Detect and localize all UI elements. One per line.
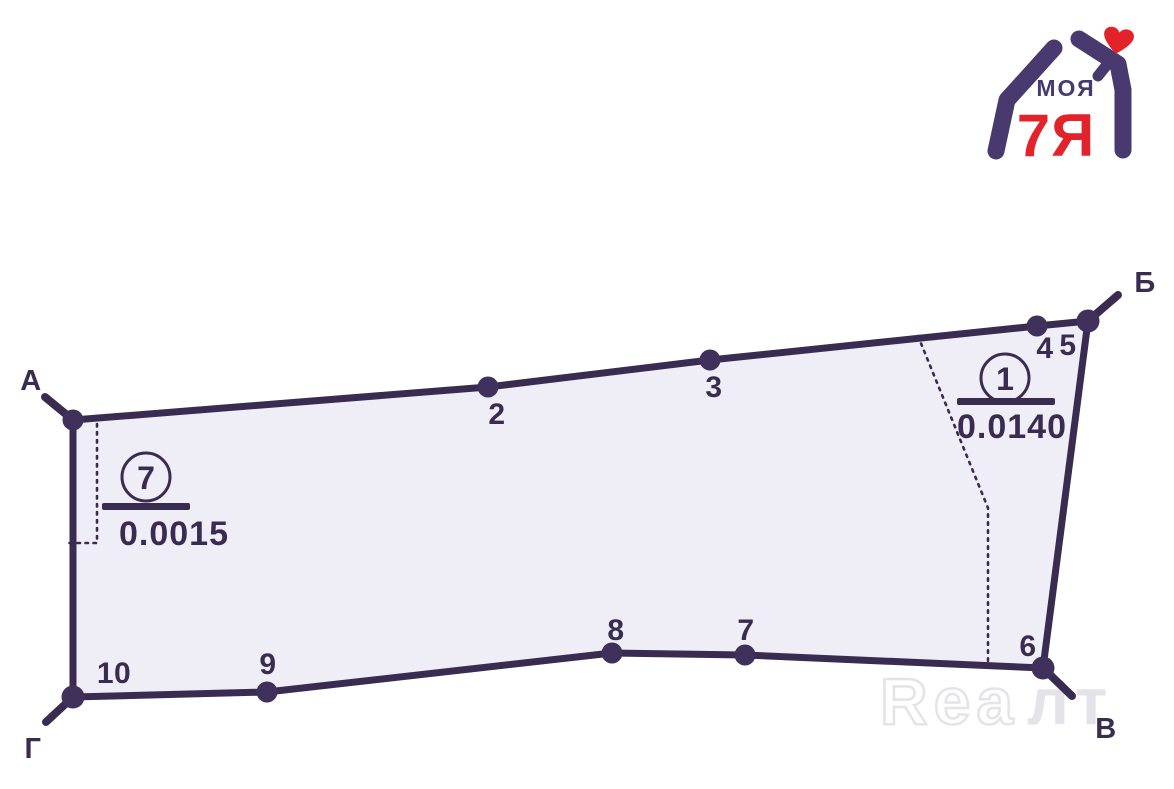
section-1-area-label: 1 0.0140 — [957, 352, 1067, 446]
point-3-marker — [699, 349, 721, 371]
point-3-label: 3 — [705, 371, 722, 404]
logo-text-moya: МОЯ — [1036, 75, 1095, 101]
point-4-label: 4 — [1036, 332, 1053, 365]
logo-text-7ya: 7Я — [1017, 102, 1096, 169]
point-8-marker — [601, 642, 623, 664]
corner-a-point-marker — [62, 409, 84, 431]
moya-7ya-logo: МОЯ 7Я — [987, 26, 1134, 171]
section-1-number: 1 — [996, 361, 1014, 397]
point-2-marker — [477, 376, 499, 398]
section-1-divider-dotted-line — [916, 334, 990, 666]
point-5-corner-b-marker — [1076, 309, 1100, 333]
logo-right-arm-shape — [1070, 30, 1132, 159]
point-10-corner-g-marker — [61, 685, 85, 709]
logo-left-arm-shape — [987, 39, 1063, 160]
point-4-marker — [1026, 315, 1048, 337]
corner-a-label: А — [20, 365, 41, 397]
point-8-label: 8 — [607, 614, 624, 647]
corner-v-label: В — [1095, 713, 1116, 745]
section-7-fraction-bar — [102, 503, 190, 510]
realt-watermark: Rea лт — [879, 663, 1108, 740]
point-6-corner-v-marker — [1031, 656, 1055, 680]
corner-b-label: Б — [1134, 267, 1155, 299]
watermark-outline-text: Rea — [880, 664, 1019, 738]
logo-thumb-shape — [1092, 55, 1116, 82]
section-7-divider-dotted-line — [67, 422, 99, 545]
section-7-number: 7 — [137, 460, 155, 496]
section-7-area-value: 0.0015 — [119, 515, 229, 553]
section-7-number-circle — [120, 451, 172, 503]
point-6-label: 6 — [1019, 630, 1036, 663]
point-9-label: 9 — [259, 648, 276, 681]
point-2-label: 2 — [488, 398, 505, 431]
section-1-area-value: 0.0140 — [957, 408, 1067, 446]
section-1-fraction-bar — [957, 398, 1055, 405]
land-plot-boundary — [69, 317, 1092, 701]
point-10-label: 10 — [97, 657, 131, 690]
point-7-label: 7 — [737, 614, 754, 647]
section-7-area-label: 7 0.0015 — [102, 451, 229, 553]
point-5-label: 5 — [1059, 329, 1076, 362]
point-7-marker — [734, 644, 756, 666]
heart-icon — [1104, 26, 1134, 54]
corner-g-label: Г — [25, 733, 42, 765]
point-9-marker — [256, 681, 278, 703]
